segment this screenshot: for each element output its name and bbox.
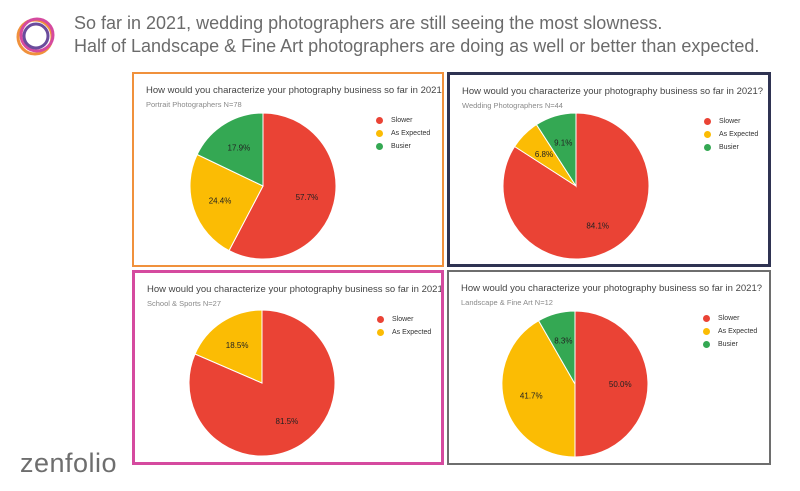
legend-label: Slower	[718, 315, 740, 322]
chart-title: How would you characterize your photogra…	[461, 283, 763, 294]
chart-title: How would you characterize your photogra…	[146, 85, 444, 96]
legend-swatch	[376, 143, 383, 150]
pie-slice-slower	[228, 112, 337, 260]
legend-swatch	[376, 117, 383, 124]
pie-slice-busier	[537, 310, 576, 386]
chart-legend: Slower As Expected Busier	[704, 115, 758, 154]
legend-swatch	[703, 315, 710, 322]
legend-swatch	[704, 131, 711, 138]
legend-item-slower: Slower	[376, 114, 430, 127]
chart-legend: Slower As Expected	[377, 313, 431, 339]
pie-slice-as-expected	[189, 153, 264, 252]
legend-item-as-expected: As Expected	[703, 325, 757, 338]
pie-slice-busier	[196, 112, 264, 187]
pie-chart: 50.0% 41.7% 8.3%	[501, 310, 649, 458]
slice-label-slower: 57.7%	[296, 193, 319, 202]
legend-label: As Expected	[392, 329, 432, 336]
headline-line-2: Half of Landscape & Fine Art photographe…	[74, 36, 760, 56]
legend-label: Slower	[391, 117, 413, 124]
chart-title: How would you characterize your photogra…	[462, 86, 764, 97]
legend-item-slower: Slower	[704, 115, 758, 128]
chart-legend: Slower As Expected Busier	[376, 114, 430, 153]
pie-slice-slower	[574, 310, 649, 458]
legend-item-as-expected: As Expected	[704, 128, 758, 141]
legend-item-busier: Busier	[703, 338, 757, 351]
chart-panel-portrait: How would you characterize your photogra…	[132, 72, 444, 267]
slice-label-as-expected: 24.4%	[209, 196, 232, 205]
legend-item-as-expected: As Expected	[377, 326, 431, 339]
pie-slice-slower	[188, 309, 336, 457]
chart-subtitle: Wedding Photographers N=44	[462, 101, 563, 110]
legend-label: Slower	[719, 118, 741, 125]
slice-label-busier: 8.3%	[554, 336, 572, 345]
legend-label: Busier	[719, 144, 739, 151]
legend-swatch	[377, 316, 384, 323]
chart-panel-wedding: How would you characterize your photogra…	[447, 72, 771, 267]
legend-swatch	[703, 328, 710, 335]
pie-chart: 81.5% 18.5%	[188, 309, 336, 457]
pie-chart: 57.7% 24.4% 17.9%	[189, 112, 337, 260]
slice-label-slower: 81.5%	[276, 417, 299, 426]
legend-item-busier: Busier	[376, 140, 430, 153]
legend-swatch	[704, 118, 711, 125]
pie-slice-as-expected	[194, 309, 263, 384]
legend-label: As Expected	[718, 328, 758, 335]
slice-label-as-expected: 6.8%	[535, 150, 553, 159]
legend-item-slower: Slower	[377, 313, 431, 326]
pie-slice-busier	[535, 112, 577, 188]
chart-subtitle: Landscape & Fine Art N=12	[461, 298, 553, 307]
slice-label-busier: 9.1%	[554, 139, 572, 148]
pie-slice-slower	[502, 112, 650, 260]
slice-label-as-expected: 18.5%	[226, 341, 249, 350]
chart-subtitle: School & Sports N=27	[147, 299, 222, 308]
legend-label: As Expected	[391, 130, 431, 137]
legend-swatch	[376, 130, 383, 137]
chart-title: How would you characterize your photogra…	[147, 284, 444, 295]
slice-label-slower: 50.0%	[609, 380, 632, 389]
slice-label-slower: 84.1%	[586, 222, 609, 231]
headline-line-1: So far in 2021, wedding photographers ar…	[74, 13, 663, 33]
headline: So far in 2021, wedding photographers ar…	[74, 12, 796, 58]
legend-label: Busier	[391, 143, 411, 150]
legend-swatch	[377, 329, 384, 336]
logo-rings-icon	[16, 17, 55, 56]
legend-label: Busier	[718, 341, 738, 348]
pie-chart: 84.1% 6.8%9.1%	[502, 112, 650, 260]
chart-legend: Slower As Expected Busier	[703, 312, 757, 351]
chart-panel-school-sports: How would you characterize your photogra…	[132, 270, 444, 465]
slice-label-as-expected: 41.7%	[520, 392, 543, 401]
legend-swatch	[704, 144, 711, 151]
legend-label: Slower	[392, 316, 414, 323]
legend-swatch	[703, 341, 710, 348]
chart-subtitle: Portrait Photographers N=78	[146, 100, 242, 109]
pie-slice-as-expected	[501, 320, 576, 458]
legend-item-busier: Busier	[704, 141, 758, 154]
zenfolio-logo: zenfolio	[20, 448, 118, 478]
legend-item-slower: Slower	[703, 312, 757, 325]
slice-label-busier: 17.9%	[228, 144, 251, 153]
legend-label: As Expected	[719, 131, 759, 138]
chart-panel-landscape: How would you characterize your photogra…	[447, 270, 771, 465]
legend-item-as-expected: As Expected	[376, 127, 430, 140]
